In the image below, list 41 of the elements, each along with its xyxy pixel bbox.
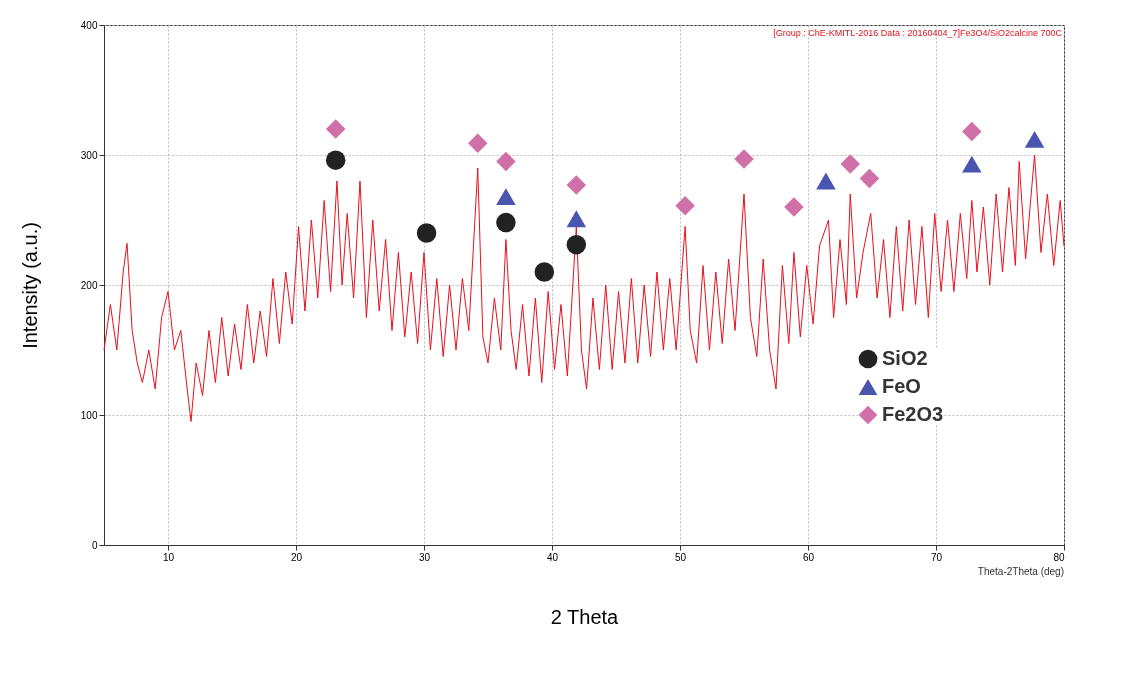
x-tick-label: 20 (290, 551, 303, 563)
point (840, 154, 860, 174)
y-tick-label: 200 (80, 279, 98, 291)
point (534, 262, 555, 282)
point (962, 121, 982, 142)
y-tick-label: 100 (80, 409, 98, 421)
y-tick-label: 0 (91, 539, 98, 551)
annotation: [Group : ChE-KMITL-2016 Data : 20160404_7]Fe3O4/SiO2calcine 700C (773, 28, 1063, 38)
point (496, 188, 516, 206)
point (566, 234, 587, 255)
point (962, 155, 982, 173)
point (325, 119, 346, 139)
point (859, 168, 880, 189)
point (566, 210, 587, 228)
x-tick-label: 60 (802, 551, 815, 563)
x-tick-label: 10 (162, 551, 175, 563)
point (1024, 130, 1045, 148)
x-axis-title: 2 Theta (550, 605, 620, 628)
point (496, 151, 516, 172)
x-tick-label: 40 (546, 551, 559, 563)
x-tick-label: 80 (1053, 551, 1065, 563)
point (675, 195, 695, 216)
x-tick-label: 70 (930, 551, 943, 563)
point (325, 150, 346, 170)
x-tick-label: 30 (418, 551, 431, 563)
text: Theta-2Theta (deg) (977, 566, 1064, 577)
point (566, 175, 587, 195)
y-axis-title: Intensity (a.u.) (18, 222, 41, 349)
y-tick-label: 400 (80, 19, 98, 31)
y-tick-label: 300 (80, 149, 98, 161)
point (816, 172, 836, 190)
legend-label: Fe2O3 (882, 403, 944, 425)
point (496, 212, 516, 233)
x-tick-label: 50 (674, 551, 687, 563)
point (468, 133, 488, 154)
point (416, 223, 437, 243)
point (734, 149, 754, 169)
line-series (103, 154, 1065, 422)
legend-label: FeO (882, 375, 921, 397)
legend-label: SiO2 (882, 347, 928, 369)
point (784, 197, 804, 217)
